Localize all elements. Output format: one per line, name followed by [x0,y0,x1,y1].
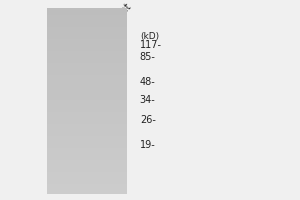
Text: (kD): (kD) [140,32,159,41]
Text: 19-: 19- [140,140,156,150]
Text: Jurkat: Jurkat [107,1,134,29]
Text: 34-: 34- [140,95,156,105]
Text: 48-: 48- [140,77,156,87]
Text: 85-: 85- [140,52,156,62]
Text: 117-: 117- [140,40,162,50]
Text: 26-: 26- [140,115,156,125]
